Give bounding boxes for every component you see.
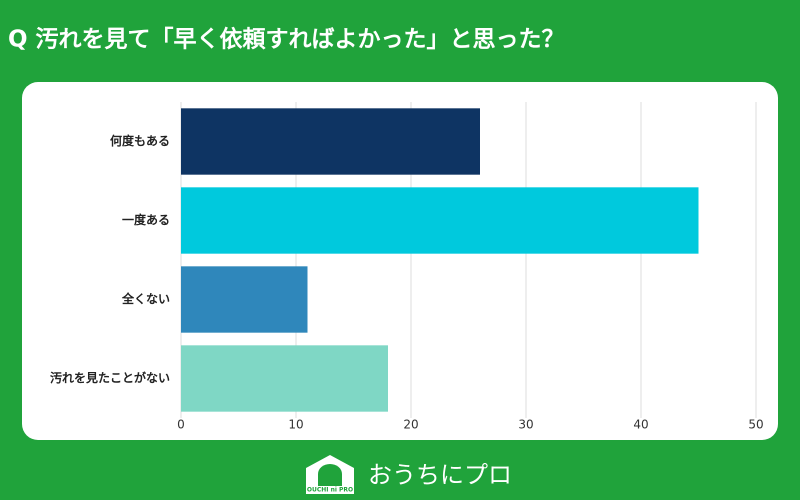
bar [181,108,480,175]
x-tick-label: 0 [177,418,185,432]
y-tick-label: 一度ある [122,212,170,227]
brand-name: おうちにプロ [368,461,512,489]
y-tick-label: 全くない [121,291,170,306]
brand-logo: OUCHI ni PRO おうちにプロ [306,455,512,494]
bar [181,187,699,254]
x-tick-label: 30 [518,418,533,432]
x-tick-label: 50 [748,418,763,432]
x-tick-label: 20 [403,418,418,432]
bar [181,345,388,412]
y-tick-label: 汚れを見たことがない [50,370,170,385]
bar [181,266,308,333]
chart-title: Q 汚れを見て「早く依頼すればよかった」と思った？ [8,26,565,53]
logo-text: OUCHI ni PRO [307,487,353,494]
y-tick-label: 何度もある [110,133,170,148]
x-tick-label: 10 [288,418,303,432]
logo-door [318,464,342,486]
x-tick-label: 40 [633,418,648,432]
